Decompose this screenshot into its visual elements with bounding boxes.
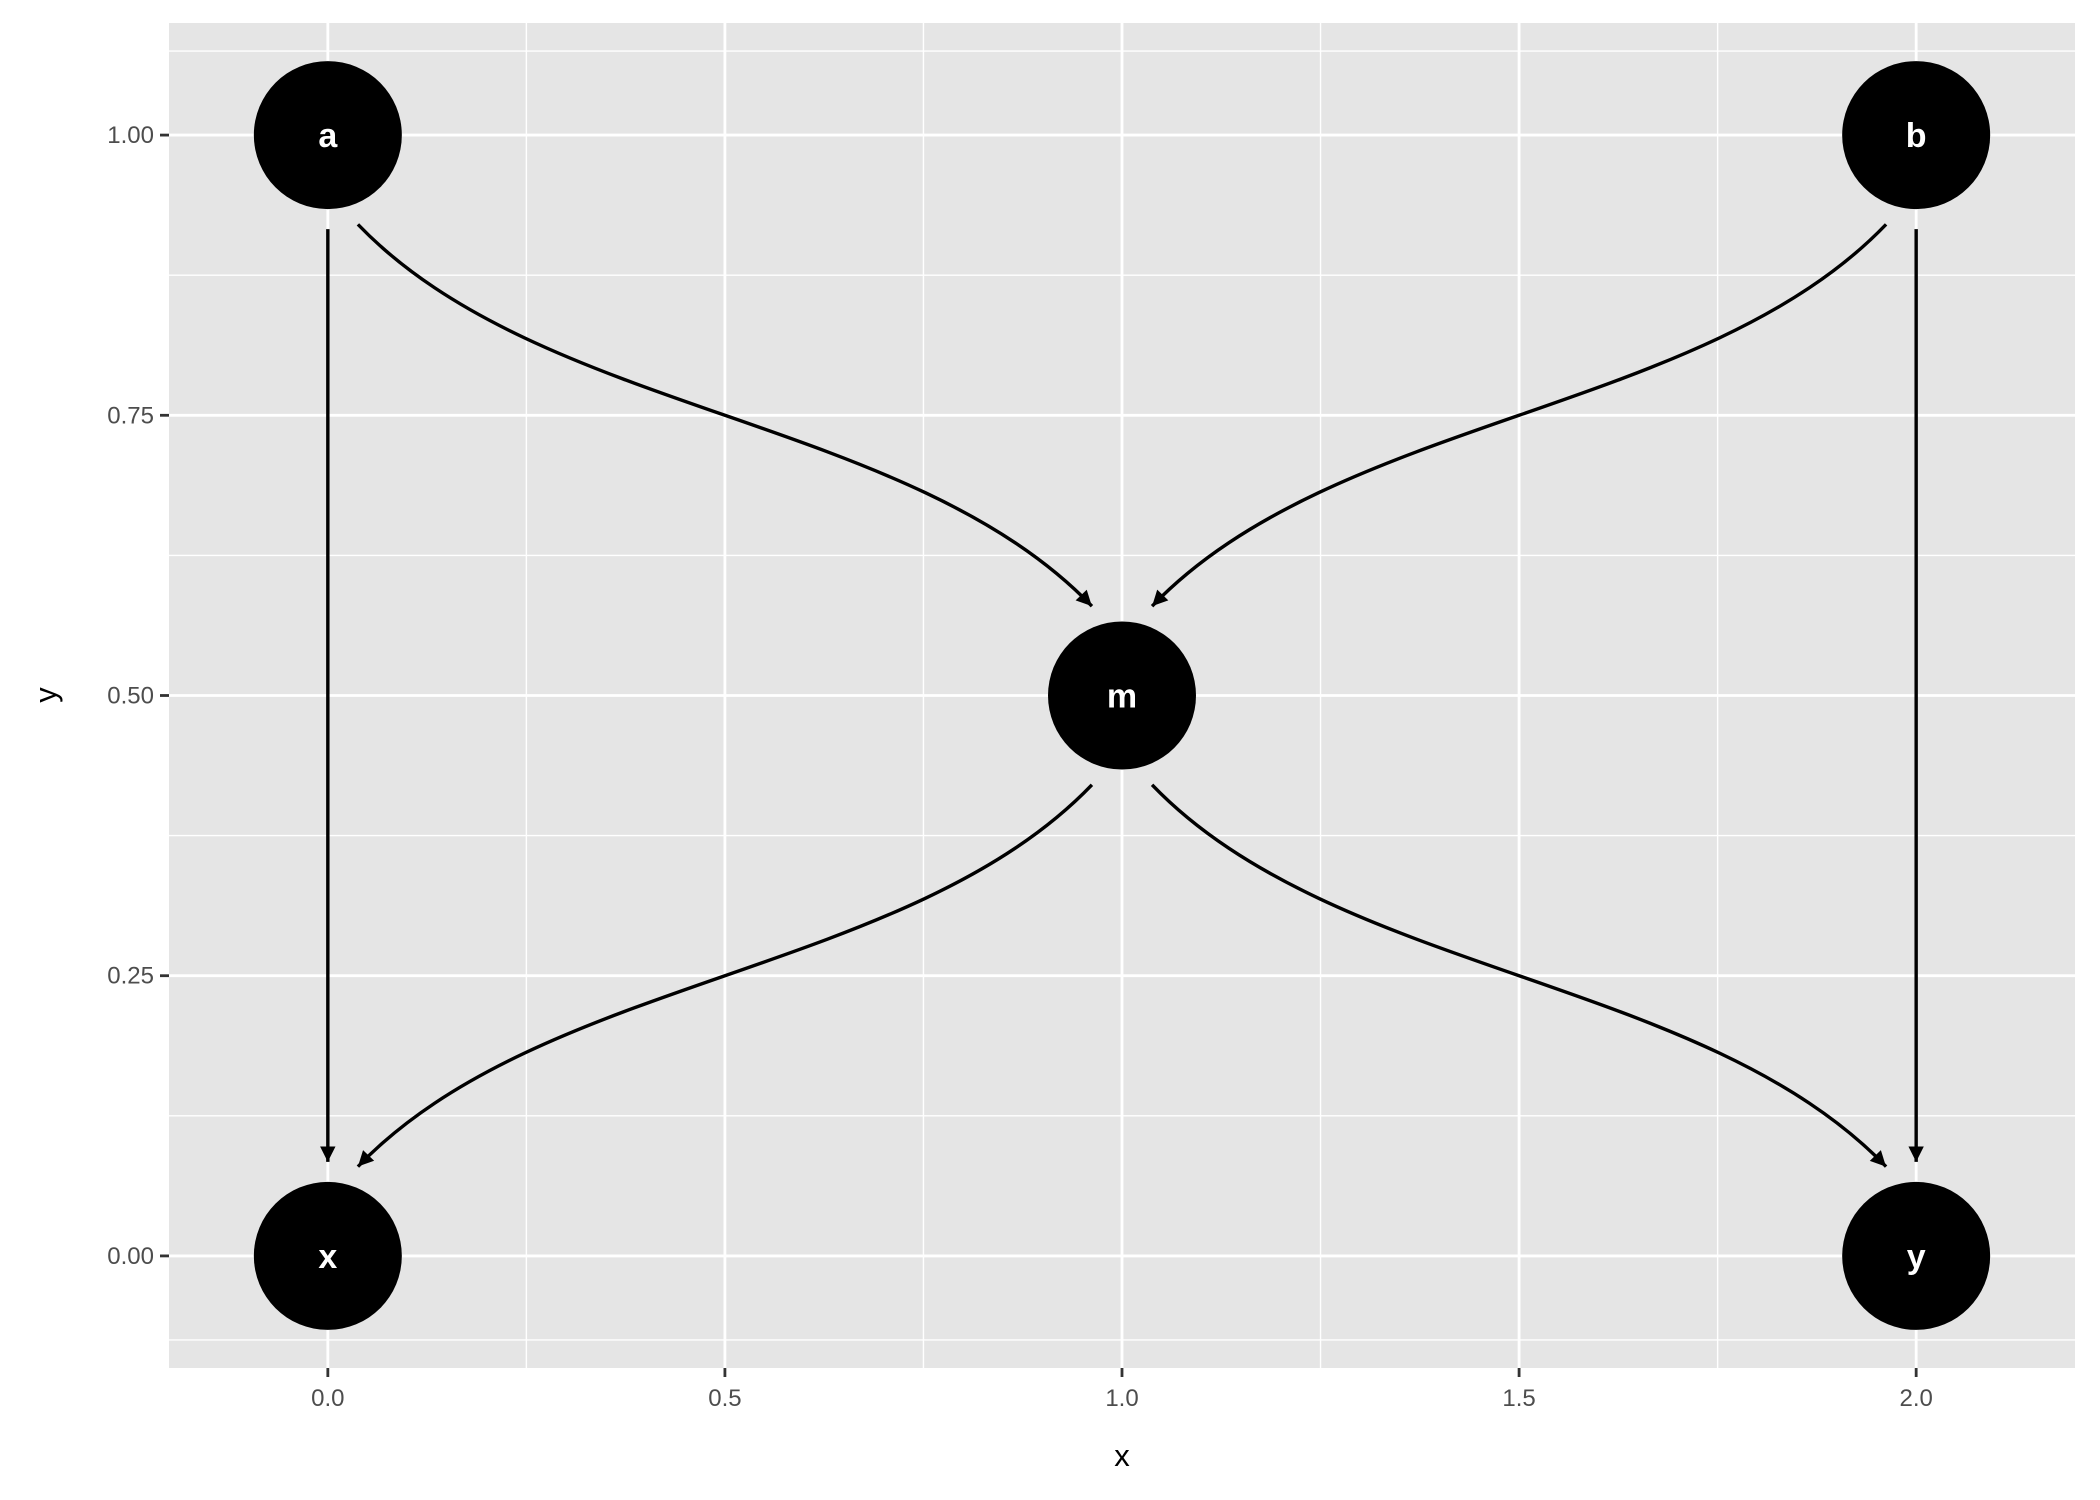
edge-m-to-x	[356, 783, 1094, 1168]
node-circle	[253, 1181, 402, 1330]
node-circle	[1048, 621, 1196, 770]
node-circle	[1842, 1181, 1991, 1330]
x-tick-label: 1.5	[1502, 1385, 1535, 1412]
y-tick-label: 0.50	[107, 683, 154, 710]
node-y: y	[1842, 1181, 1991, 1330]
node-label: a	[318, 117, 338, 155]
node-circle	[1842, 61, 1991, 210]
node-label: x	[318, 1238, 337, 1276]
node-b: b	[1842, 61, 1991, 210]
node-label: m	[1107, 678, 1137, 716]
node-x: x	[253, 1181, 402, 1330]
y-axis-title: y	[28, 687, 63, 703]
edge-b-to-m	[1150, 223, 1888, 608]
x-tick-label: 0.5	[708, 1385, 741, 1412]
node-label: b	[1906, 117, 1927, 155]
edge-m-to-y	[1150, 783, 1888, 1168]
node-label: y	[1907, 1238, 1926, 1276]
edges	[320, 223, 1924, 1168]
y-tick-label: 0.25	[107, 963, 154, 990]
node-m: m	[1048, 621, 1196, 770]
y-tick-label: 0.00	[107, 1243, 154, 1270]
x-tick-label: 0.0	[311, 1385, 344, 1412]
x-tick-label: 2.0	[1899, 1385, 1932, 1412]
node-circle	[253, 61, 402, 210]
node-a: a	[253, 61, 402, 210]
y-tick-label: 1.00	[107, 122, 154, 149]
y-axis: 0.00 0.25 0.50 0.75 1.00	[107, 122, 169, 1270]
x-axis: 0.0 0.5 1.0 1.5 2.0	[311, 1368, 1933, 1412]
y-tick-label: 0.75	[107, 402, 154, 429]
nodes: a b m x y	[253, 61, 1991, 1330]
edge-a-to-m	[356, 223, 1094, 608]
x-tick-label: 1.0	[1105, 1385, 1138, 1412]
x-axis-title: x	[1114, 1438, 1130, 1473]
